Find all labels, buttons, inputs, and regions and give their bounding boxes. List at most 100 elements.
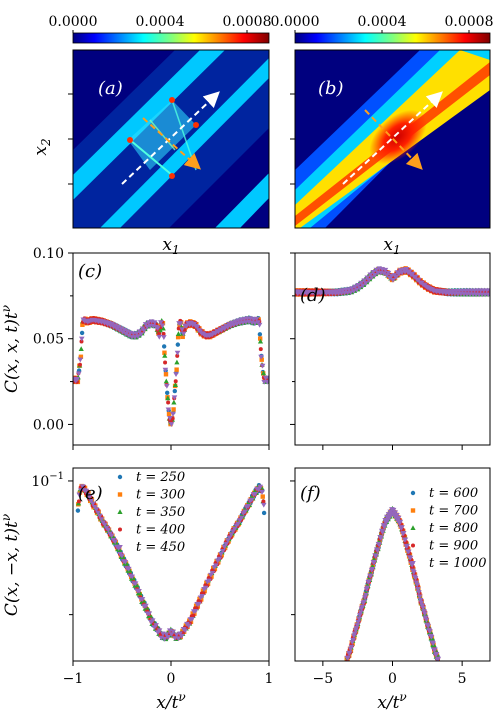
data-point (381, 271, 387, 277)
data-point (370, 269, 377, 275)
data-point (419, 603, 426, 609)
data-point (95, 510, 101, 516)
data-point (357, 610, 364, 616)
data-point (376, 542, 383, 548)
data-point (353, 287, 360, 293)
data-point (382, 267, 389, 273)
data-point (346, 650, 353, 656)
data-point (399, 525, 405, 530)
data-point (121, 327, 128, 333)
data-point (96, 513, 103, 519)
data-point (407, 555, 414, 561)
xlabel-b: x1 (383, 235, 400, 257)
data-point (258, 347, 263, 352)
data-point (196, 601, 202, 607)
data-point (368, 275, 375, 281)
data-point (177, 321, 184, 327)
data-point (173, 379, 178, 384)
data-point (86, 494, 93, 500)
data-point (175, 342, 181, 347)
heatmap-a-band-lower (100, 58, 269, 228)
data-point (233, 322, 240, 327)
data-point (433, 651, 440, 657)
data-point (78, 354, 84, 359)
data-point (139, 597, 146, 602)
data-point (390, 277, 396, 283)
data-point (173, 632, 180, 638)
data-point (345, 655, 351, 661)
data-point (175, 334, 181, 340)
ylabel-e: C(x, −x, t)tν (0, 514, 22, 616)
data-point (411, 570, 417, 575)
data-point (259, 489, 265, 495)
data-point (162, 350, 167, 355)
data-point (367, 272, 374, 278)
data-point (138, 332, 144, 338)
data-point (164, 383, 170, 389)
data-point (90, 501, 96, 507)
data-point (130, 575, 136, 581)
data-point (151, 320, 158, 326)
data-point (206, 578, 212, 584)
data-point (159, 323, 166, 329)
data-point (165, 635, 171, 640)
data-point (216, 560, 221, 565)
data-point (245, 504, 252, 509)
data-point (352, 631, 358, 637)
legend-marker (411, 543, 415, 548)
panel-label-e: (e) (78, 483, 103, 504)
data-point (154, 326, 161, 331)
data-point (167, 416, 173, 421)
data-point (418, 600, 425, 606)
data-point (362, 592, 369, 598)
data-point (349, 286, 355, 292)
yticks-c: 0.00 0.05 0.10 (33, 246, 270, 450)
data-point (156, 628, 163, 634)
xlabel-a: x1 (162, 235, 179, 257)
data-point (189, 617, 195, 622)
data-point (105, 527, 112, 533)
legend-entry: t = 900 (429, 539, 478, 554)
panel-e: −1 0 1 10−1 (e) t = 250 t = 300 t = 350 t = 40… (0, 467, 273, 713)
data-point (167, 628, 173, 634)
arrow-white-b (342, 91, 443, 185)
legend-entry: t = 600 (429, 486, 478, 501)
data-point (161, 331, 166, 336)
data-point (141, 328, 147, 334)
data-point (416, 590, 422, 595)
data-point (416, 594, 423, 600)
data-point (252, 491, 259, 497)
heatmap-a-hotspot-2 (127, 137, 133, 143)
data-point (144, 324, 150, 330)
data-point (145, 320, 152, 325)
data-point (77, 357, 84, 363)
yticks-d (290, 252, 463, 450)
data-point (77, 362, 82, 367)
data-point (420, 605, 426, 611)
panel-label-c: (c) (78, 261, 102, 282)
data-point (409, 271, 416, 277)
data-point (160, 325, 166, 331)
data-point (171, 407, 176, 412)
data-point (195, 604, 201, 609)
data-point (261, 510, 267, 516)
data-point (435, 656, 442, 661)
data-point (259, 363, 266, 369)
data-point (350, 637, 356, 643)
data-point (393, 274, 399, 280)
data-point (359, 283, 366, 289)
data-point (404, 543, 410, 549)
data-point (432, 647, 438, 653)
data-point (163, 378, 169, 384)
data-point (192, 611, 197, 616)
data-point (171, 399, 177, 405)
xtick-label-e: −1 (63, 671, 84, 687)
data-point (191, 613, 196, 618)
marks-c (73, 315, 269, 427)
heatmap-a-hotspot-4 (169, 173, 175, 179)
data-point (98, 517, 105, 523)
data-point (132, 335, 138, 340)
data-point (417, 597, 424, 603)
data-point (175, 331, 182, 336)
data-point (172, 388, 177, 394)
